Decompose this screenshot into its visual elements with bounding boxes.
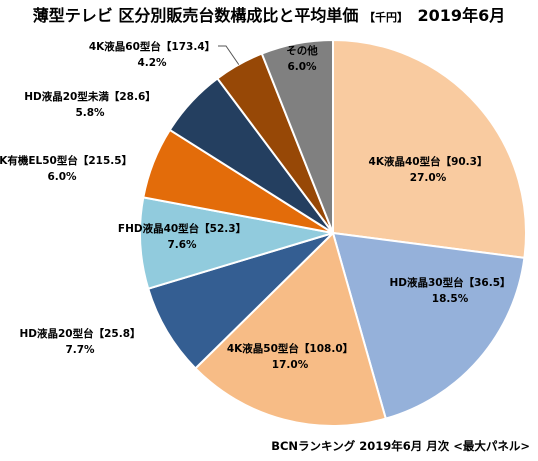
pie-slice bbox=[331, 231, 526, 420]
chart-title-date: 2019年6月 bbox=[418, 6, 506, 25]
slice-percent-label: 7.6% bbox=[167, 239, 197, 251]
slice-percent-label: 27.0% bbox=[410, 172, 447, 184]
slice-label: 4K有機EL50型台【215.5】 6.0% bbox=[0, 154, 132, 183]
slice-percent-label: 4.2% bbox=[137, 57, 167, 69]
slice-percent-label: 5.8% bbox=[75, 107, 105, 119]
slice-label: その他 6.0% bbox=[286, 44, 318, 73]
slice-category-label: 4K有機EL50型台【215.5】 bbox=[0, 154, 132, 167]
slice-label: 4K液晶50型台【108.0】 17.0% bbox=[227, 342, 353, 371]
slice-category-label: HD液晶30型台【36.5】 bbox=[389, 276, 510, 289]
pie-slice bbox=[146, 232, 334, 370]
slice-category-label: その他 bbox=[286, 44, 318, 57]
slice-category-label: 4K液晶40型台【90.3】 bbox=[369, 155, 488, 168]
slice-category-label: FHD液晶40型台【52.3】 bbox=[118, 222, 246, 235]
chart-title: 薄型テレビ 区分別販売台数構成比と平均単価 【千円】 2019年6月 bbox=[33, 6, 505, 25]
slice-label: FHD液晶40型台【52.3】 7.6% bbox=[118, 222, 246, 251]
slice-label: HD液晶20型未満【28.6】 5.8% bbox=[24, 90, 156, 119]
chart-title-main: 薄型テレビ 区分別販売台数構成比と平均単価 bbox=[33, 6, 359, 25]
leader-line bbox=[218, 45, 240, 65]
slice-category-label: HD液晶20型未満【28.6】 bbox=[24, 90, 156, 103]
slice-percent-label: 17.0% bbox=[272, 359, 309, 371]
slice-category-label: 4K液晶60型台【173.4】 bbox=[89, 40, 215, 53]
slice-label: 4K液晶60型台【173.4】 4.2% bbox=[89, 40, 215, 69]
slice-label: HD液晶30型台【36.5】 18.5% bbox=[389, 276, 510, 305]
slice-percent-label: 18.5% bbox=[432, 293, 469, 305]
chart-title-unit: 【千円】 bbox=[364, 10, 408, 24]
slice-category-label: HD液晶20型台【25.8】 bbox=[19, 327, 140, 340]
slice-labels: 4K液晶40型台【90.3】 27.0% HD液晶30型台【36.5】 18.5% 4K… bbox=[0, 40, 511, 371]
pie-slice bbox=[332, 38, 527, 259]
slice-label: 4K液晶40型台【90.3】 27.0% bbox=[369, 155, 488, 184]
slice-percent-label: 6.0% bbox=[47, 171, 77, 183]
source-note: BCNランキング 2019年6月 月次 <最大パネル> bbox=[271, 439, 530, 453]
pie-slice bbox=[260, 38, 334, 234]
slice-label: HD液晶20型台【25.8】 7.7% bbox=[19, 327, 140, 356]
slice-category-label: 4K液晶50型台【108.0】 bbox=[227, 342, 353, 355]
slice-percent-label: 6.0% bbox=[287, 61, 317, 73]
leader-lines bbox=[218, 45, 240, 65]
pie-slices bbox=[139, 38, 527, 427]
slice-percent-label: 7.7% bbox=[65, 344, 95, 356]
pie-slice bbox=[194, 231, 388, 427]
